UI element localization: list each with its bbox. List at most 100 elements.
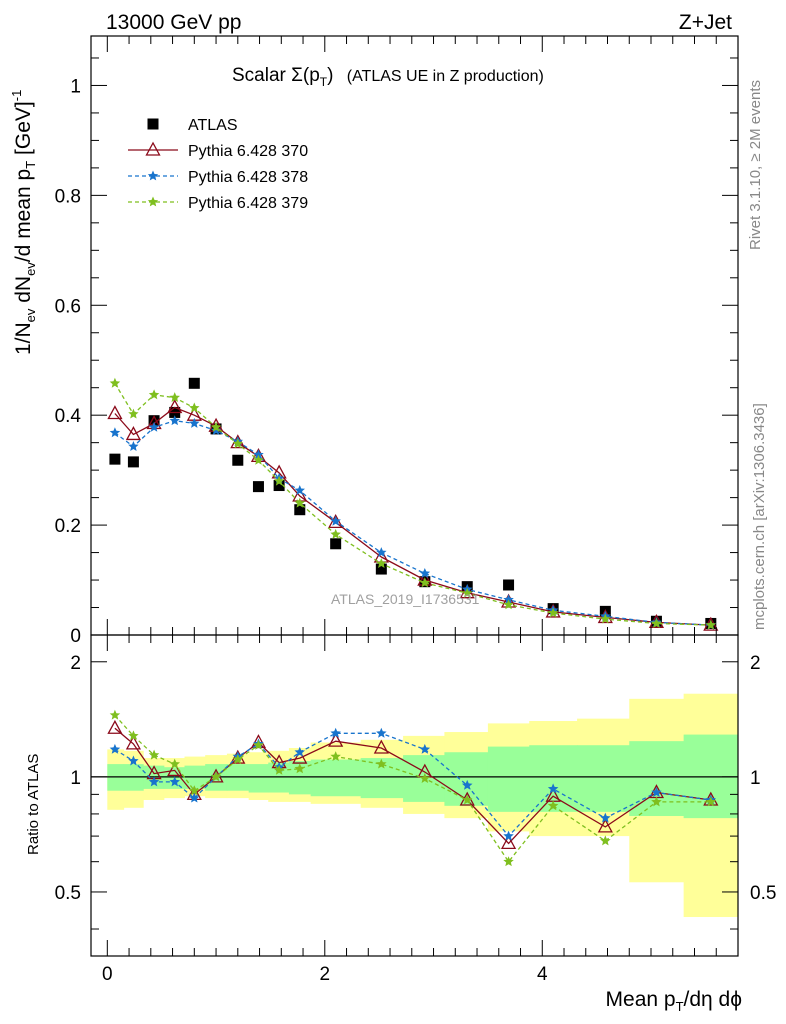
- ratio-point-2: [148, 749, 160, 760]
- x-tick-label: 0: [102, 964, 113, 985]
- data-point-3: [169, 392, 180, 402]
- ratio-point-2: [600, 835, 611, 846]
- title-sub: T: [320, 75, 328, 89]
- ratio-point-1: [109, 743, 121, 754]
- ratio-point-2: [232, 754, 243, 764]
- mcplots-label: mcplots.cern.ch [arXiv:1306.3436]: [751, 403, 768, 630]
- data-point-2: [376, 547, 387, 557]
- y-tick-label: 0.8: [55, 186, 81, 207]
- ratio-point-1: [294, 746, 305, 757]
- ratio-point-0: [292, 749, 308, 764]
- ratio-point-2: [462, 794, 473, 805]
- title-close: ): [327, 65, 333, 86]
- data-point-0: [330, 538, 342, 550]
- legend-entry: ATLAS: [188, 117, 238, 134]
- data-point-0: [252, 481, 264, 493]
- title-extra: (ATLAS UE in Z production): [347, 68, 544, 85]
- energy-label: 13000 GeV pp: [106, 11, 241, 34]
- data-point-2: [189, 417, 200, 428]
- data-point-0: [109, 453, 121, 465]
- data-point-2: [109, 427, 121, 438]
- ratio-y-tick-label-right: 0.5: [750, 883, 776, 904]
- ratio-point-2: [705, 796, 716, 807]
- x-axis-label: Mean pT/dη dϕ: [606, 988, 742, 1014]
- data-point-3: [503, 599, 514, 610]
- legend: ATLAS Pythia 6.428 370 Pythia 6.428 378 Pyt…: [128, 117, 308, 212]
- ratio-point-2: [547, 800, 559, 811]
- ratio-point-2: [376, 758, 387, 769]
- data-point-2: [148, 421, 160, 432]
- legend-entry: Pythia 6.428 378: [188, 169, 308, 186]
- plot-title: Scalar Σ(pT) (ATLAS UE in Z production): [232, 65, 544, 89]
- ratio-point-1: [169, 776, 180, 787]
- x-tick-label: 4: [537, 964, 548, 985]
- y-tick-label: 0: [70, 626, 81, 647]
- analysis-watermark: ATLAS_2019_I1736531: [331, 591, 480, 607]
- data-point-3: [253, 454, 264, 465]
- ratio-point-1: [330, 727, 341, 738]
- data-point-0: [273, 480, 285, 492]
- y-tick-label: 1: [70, 76, 81, 97]
- data-point-1: [328, 513, 344, 528]
- tick-labels: 0 0.2 0.4 0.6 0.8 1 0.5 0.5 1 1 2 2 0 2 4: [55, 76, 777, 985]
- ratio-frame: [90, 634, 739, 957]
- ratio-point-1: [547, 783, 559, 794]
- ratio-point-0: [597, 818, 613, 833]
- process-label: Z+Jet: [679, 11, 732, 34]
- ratio-point-1: [503, 830, 514, 841]
- data-point-3: [462, 587, 473, 598]
- data-point-2: [210, 425, 222, 435]
- ratio-series-layer: [107, 709, 719, 867]
- legend-entry: Pythia 6.428 379: [188, 195, 308, 212]
- ratio-point-2: [651, 796, 662, 807]
- data-point-3: [273, 475, 285, 486]
- data-point-3: [189, 402, 200, 413]
- data-point-2: [128, 441, 139, 451]
- band-inner-bin: [310, 759, 362, 797]
- data-point-2: [294, 485, 305, 495]
- ratio-point-1: [419, 743, 431, 754]
- ratio-point-1: [128, 755, 139, 766]
- ratio-point-2: [169, 758, 180, 769]
- legend-marker: [147, 170, 159, 181]
- ratio-point-0: [125, 735, 141, 750]
- x-tick-label: 2: [320, 964, 331, 985]
- data-point-0: [148, 415, 160, 427]
- ratio-point-2: [189, 785, 200, 796]
- ratio-y-tick-label: 0.5: [55, 883, 81, 904]
- data-point-3: [128, 408, 139, 419]
- ratio-point-2: [253, 739, 264, 750]
- axis-ticks: [91, 36, 738, 956]
- data-point-3: [294, 497, 305, 508]
- ratio-point-2: [419, 773, 431, 783]
- data-point-3: [148, 389, 160, 400]
- data-point-3: [376, 558, 387, 568]
- ratio-point-1: [148, 776, 160, 787]
- data-point-3: [210, 421, 222, 432]
- data-point-2: [253, 449, 264, 460]
- data-point-3: [330, 528, 341, 539]
- data-point-1: [167, 399, 183, 414]
- legend-marker: [147, 196, 159, 207]
- data-point-3: [705, 619, 716, 630]
- band-inner-bin: [487, 746, 530, 812]
- y-tick-label: 0.4: [55, 406, 82, 427]
- data-point-3: [109, 377, 121, 388]
- legend-entry: Pythia 6.428 370: [188, 143, 308, 160]
- y-tick-label: 0.2: [55, 516, 81, 537]
- ratio-point-1: [462, 779, 473, 790]
- y-tick-label: 0.6: [55, 296, 81, 317]
- ratio-point-2: [503, 856, 514, 867]
- data-point-3: [419, 577, 431, 588]
- ratio-y-tick-label: 2: [70, 653, 81, 674]
- band-inner-bin: [248, 764, 269, 793]
- data-point-3: [651, 618, 662, 628]
- ratio-point-2: [128, 730, 139, 741]
- rivet-label: Rivet 3.1.10, ≥ 2M events: [747, 80, 764, 250]
- ratio-point-1: [376, 727, 387, 738]
- series-line-ratio-0: [114, 727, 711, 845]
- ratio-point-1: [600, 812, 611, 823]
- ratio-y-tick-label: 1: [70, 768, 81, 789]
- main-series-layer: [107, 377, 719, 631]
- legend-marker: [145, 141, 161, 156]
